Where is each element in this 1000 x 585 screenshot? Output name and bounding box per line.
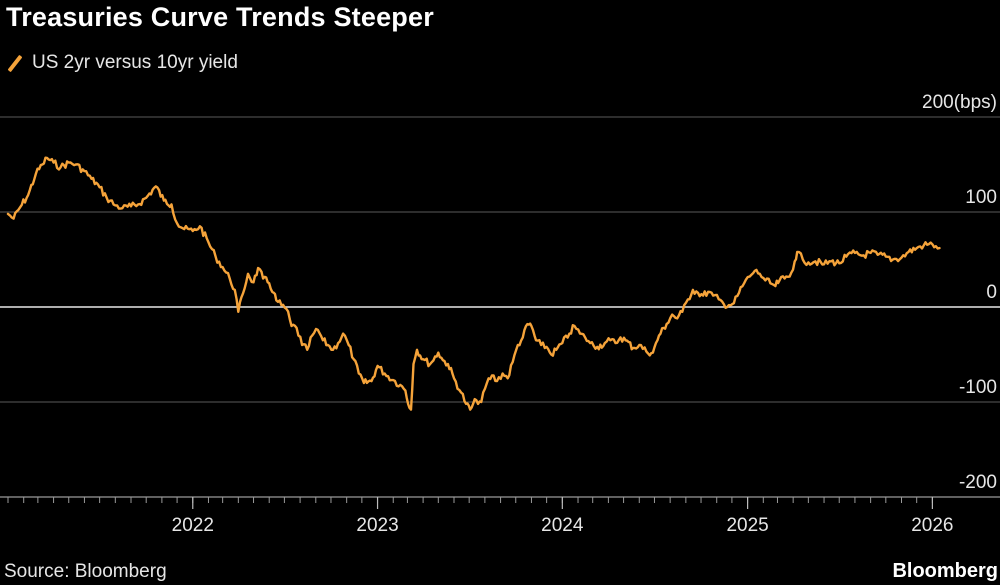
x-tick-label: 2023 <box>356 515 398 536</box>
y-axis-tick-labels: 200(bps) 100 0 -100 -200 <box>922 92 997 493</box>
series-layer <box>6 156 941 411</box>
x-tick-label: 2025 <box>726 515 768 536</box>
legend: US 2yr versus 10yr yield <box>6 50 238 76</box>
y-tick-label: 200(bps) <box>922 92 997 113</box>
bloomberg-logo: Bloomberg <box>892 560 998 582</box>
series-line <box>6 156 941 411</box>
x-tick-label: 2022 <box>172 515 214 536</box>
legend-label: US 2yr versus 10yr yield <box>32 52 238 73</box>
y-tick-label: 0 <box>986 282 997 303</box>
y-tick-label: -200 <box>959 472 997 493</box>
y-tick-label: -100 <box>959 377 997 398</box>
x-tick-label: 2024 <box>541 515 584 536</box>
chart-title: Treasuries Curve Trends Steeper <box>6 2 434 32</box>
y-tick-label: 100 <box>965 187 997 208</box>
x-tick-label: 2026 <box>911 515 953 536</box>
source-note: Source: Bloomberg <box>4 561 167 582</box>
gridlines <box>0 116 1000 403</box>
x-axis: 2022 2023 2024 2025 2026 <box>0 496 1000 536</box>
